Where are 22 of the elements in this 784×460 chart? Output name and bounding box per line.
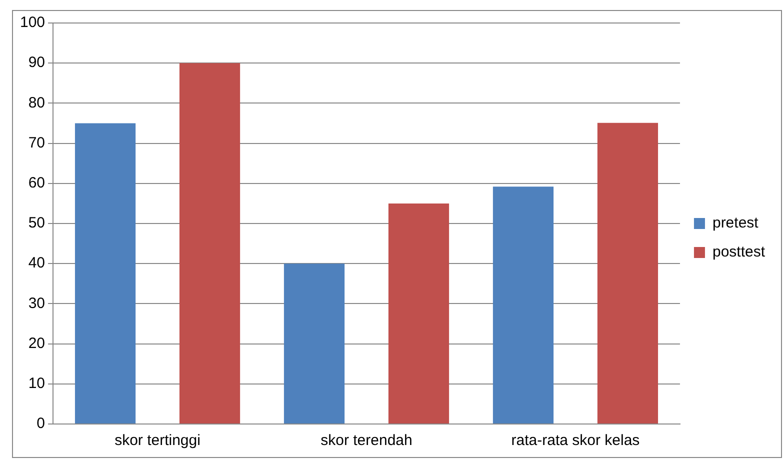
y-tick-label: 30 <box>28 294 46 312</box>
bar <box>492 186 554 424</box>
y-tick-label: 10 <box>28 375 46 392</box>
y-tick-label: 70 <box>28 134 46 152</box>
y-tick-label: 50 <box>28 214 46 232</box>
y-tick-label: 80 <box>28 94 46 112</box>
bar <box>388 203 450 424</box>
y-tick-label: 40 <box>28 254 46 272</box>
legend-label: posttest <box>712 244 766 261</box>
bar <box>284 264 345 424</box>
bar <box>74 123 136 424</box>
x-tick-label: rata-rata skor kelas <box>511 432 640 450</box>
y-tick-label: 90 <box>28 54 46 72</box>
y-tick-label: 100 <box>20 14 46 32</box>
x-tick-label: skor terendah <box>320 432 412 450</box>
y-tick-label: 20 <box>28 334 46 352</box>
legend-label: pretest <box>712 214 760 232</box>
bar <box>179 63 240 424</box>
bar <box>597 122 658 424</box>
x-tick-label: skor tertinggi <box>114 432 200 450</box>
y-tick-label: 60 <box>28 174 46 192</box>
y-tick-label: 0 <box>36 415 46 432</box>
